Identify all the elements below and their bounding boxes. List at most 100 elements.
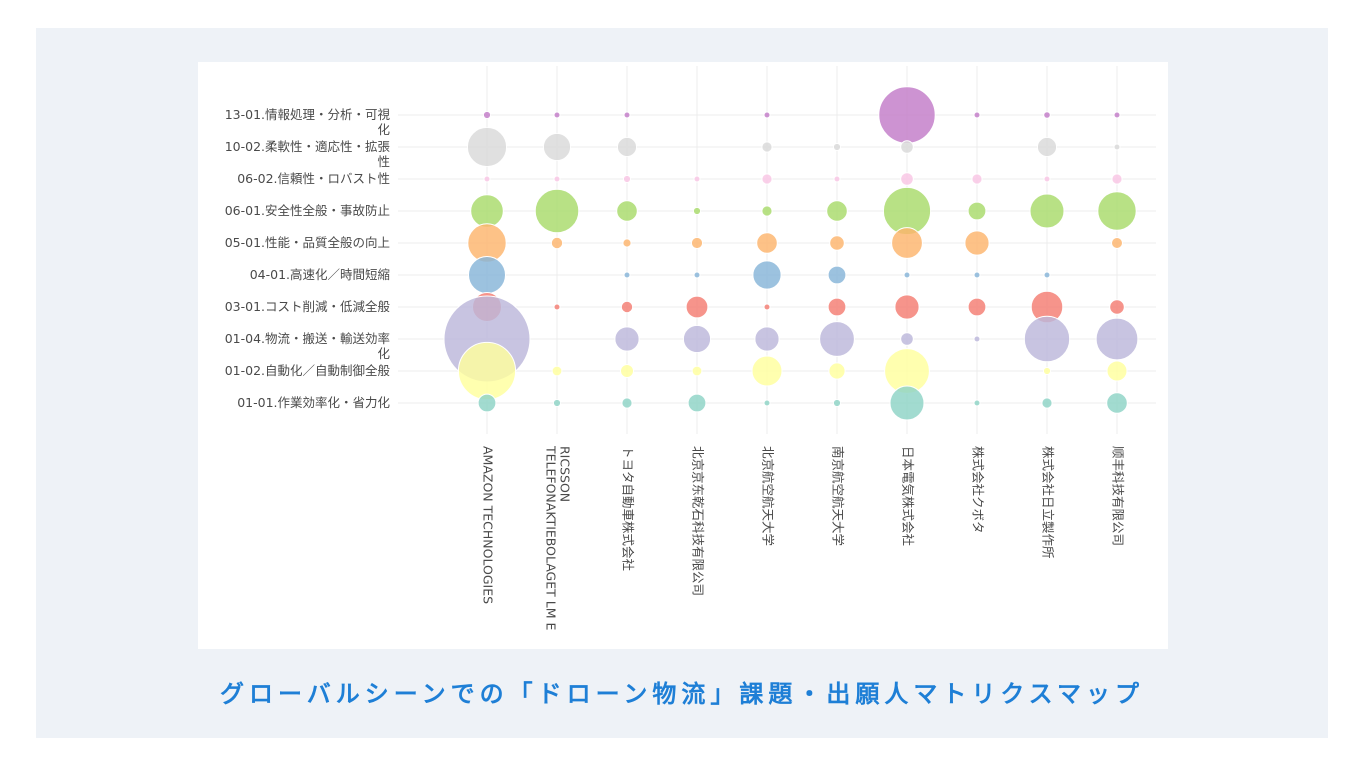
bubble[interactable] [534,188,580,234]
bubble[interactable] [973,399,981,407]
bubble[interactable] [693,175,701,183]
bubble[interactable] [900,172,914,186]
bubble[interactable] [1106,360,1128,382]
x-tick-label: 株式会社クボタ [971,446,986,534]
bubble[interactable] [964,230,990,256]
bubble[interactable] [761,205,773,217]
bubble[interactable] [551,365,563,377]
bubble[interactable] [971,173,983,185]
bubble[interactable] [553,303,561,311]
bubble[interactable] [693,271,701,279]
bubble[interactable] [620,300,634,314]
bubble[interactable] [763,111,771,119]
y-tick-label: 06-01.安全性全般・事故防止 [225,203,390,218]
bubble[interactable] [621,397,633,409]
bubble[interactable] [763,399,771,407]
bubble[interactable] [550,236,564,250]
bubble[interactable] [828,362,846,380]
bubble[interactable] [763,303,771,311]
y-tick-label: 01-04.物流・搬送・輸送効率化 [225,331,391,361]
bubble[interactable] [1043,111,1051,119]
y-tick-label: 06-02.信頼性・ロバスト性 [237,171,390,186]
bubble[interactable] [616,200,638,222]
bubble[interactable] [553,175,561,183]
bubble[interactable] [827,297,847,317]
bubble[interactable] [1109,299,1125,315]
x-tick-label: トヨタ自動車株式会社 [621,446,636,571]
x-tick-label: 南京航空航天大学 [831,446,846,546]
bubble[interactable] [682,324,712,354]
bubble[interactable] [622,238,632,248]
bubble[interactable] [1042,366,1052,376]
bubble[interactable] [761,173,773,185]
bubble[interactable] [889,385,925,421]
bubble[interactable] [833,175,841,183]
x-tick-label-line: 日本電気株式会社 [901,446,916,546]
bubble[interactable] [468,256,506,294]
bubble[interactable] [900,140,914,154]
plot-area: 13-01.情報処理・分析・可視化 10-02.柔軟性・適応性・拡張性 06-02.… [198,62,1168,649]
bubble[interactable] [483,175,491,183]
x-tick-label: 日本電気株式会社 [901,446,916,546]
bubble[interactable] [1095,317,1139,361]
bubble[interactable] [894,294,920,320]
bubble[interactable] [623,111,631,119]
bubble[interactable] [1097,191,1137,231]
bubble[interactable] [1043,271,1051,279]
bubble[interactable] [903,271,911,279]
bubble[interactable] [1043,175,1051,183]
y-tick-label: 05-01.性能・品質全般の向上 [225,235,390,250]
bubble[interactable] [623,271,631,279]
bubble[interactable] [477,393,497,413]
bubble[interactable] [754,326,780,352]
bubble[interactable] [1023,315,1071,363]
bubble[interactable] [761,141,773,153]
bubble[interactable] [1111,237,1123,249]
bubble[interactable] [616,136,638,158]
bubble[interactable] [457,341,517,401]
bubble[interactable] [552,398,562,408]
y-tick-label: 10-02.柔軟性・適応性・拡張性 [225,139,391,169]
bubble[interactable] [690,236,704,250]
bubble[interactable] [832,142,842,152]
x-tick-label-line: トヨタ自動車株式会社 [621,446,636,571]
bubble[interactable] [900,332,914,346]
chart-caption: グローバルシーンでの「ドローン物流」課題・出願人マトリクスマップ [220,680,1144,708]
bubble[interactable] [1041,397,1053,409]
bubble[interactable] [1029,193,1065,229]
bubble[interactable] [685,295,709,319]
bubble[interactable] [829,235,845,251]
x-tick-label-line: TELEFONAKTIEBOLAGET LM E [544,445,559,630]
bubble[interactable] [470,194,504,228]
bubble[interactable] [622,174,632,184]
bubble[interactable] [819,321,855,357]
bubble[interactable] [967,297,987,317]
bubble[interactable] [751,355,783,387]
bubble[interactable] [692,206,702,216]
bubble[interactable] [1111,173,1123,185]
bubble[interactable] [1113,143,1121,151]
bubble[interactable] [891,227,923,259]
bubble[interactable] [482,110,492,120]
bubble[interactable] [973,111,981,119]
bubble[interactable] [756,232,778,254]
bubble[interactable] [614,326,640,352]
bubble[interactable] [827,265,847,285]
bubble[interactable] [687,393,707,413]
bubble[interactable] [691,365,703,377]
x-tick-label-line: 顺丰科技有限公司 [1111,446,1126,546]
bubble[interactable] [832,398,842,408]
bubble[interactable] [752,260,782,290]
bubble[interactable] [542,132,572,162]
bubble[interactable] [620,364,634,378]
bubble[interactable] [878,86,936,144]
bubble[interactable] [1106,392,1128,414]
bubble[interactable] [967,201,987,221]
bubble[interactable] [1036,136,1058,158]
bubble[interactable] [973,271,981,279]
bubble[interactable] [1113,111,1121,119]
bubble[interactable] [973,335,981,343]
bubble[interactable] [826,200,848,222]
bubble[interactable] [553,111,561,119]
bubble[interactable] [466,126,508,168]
